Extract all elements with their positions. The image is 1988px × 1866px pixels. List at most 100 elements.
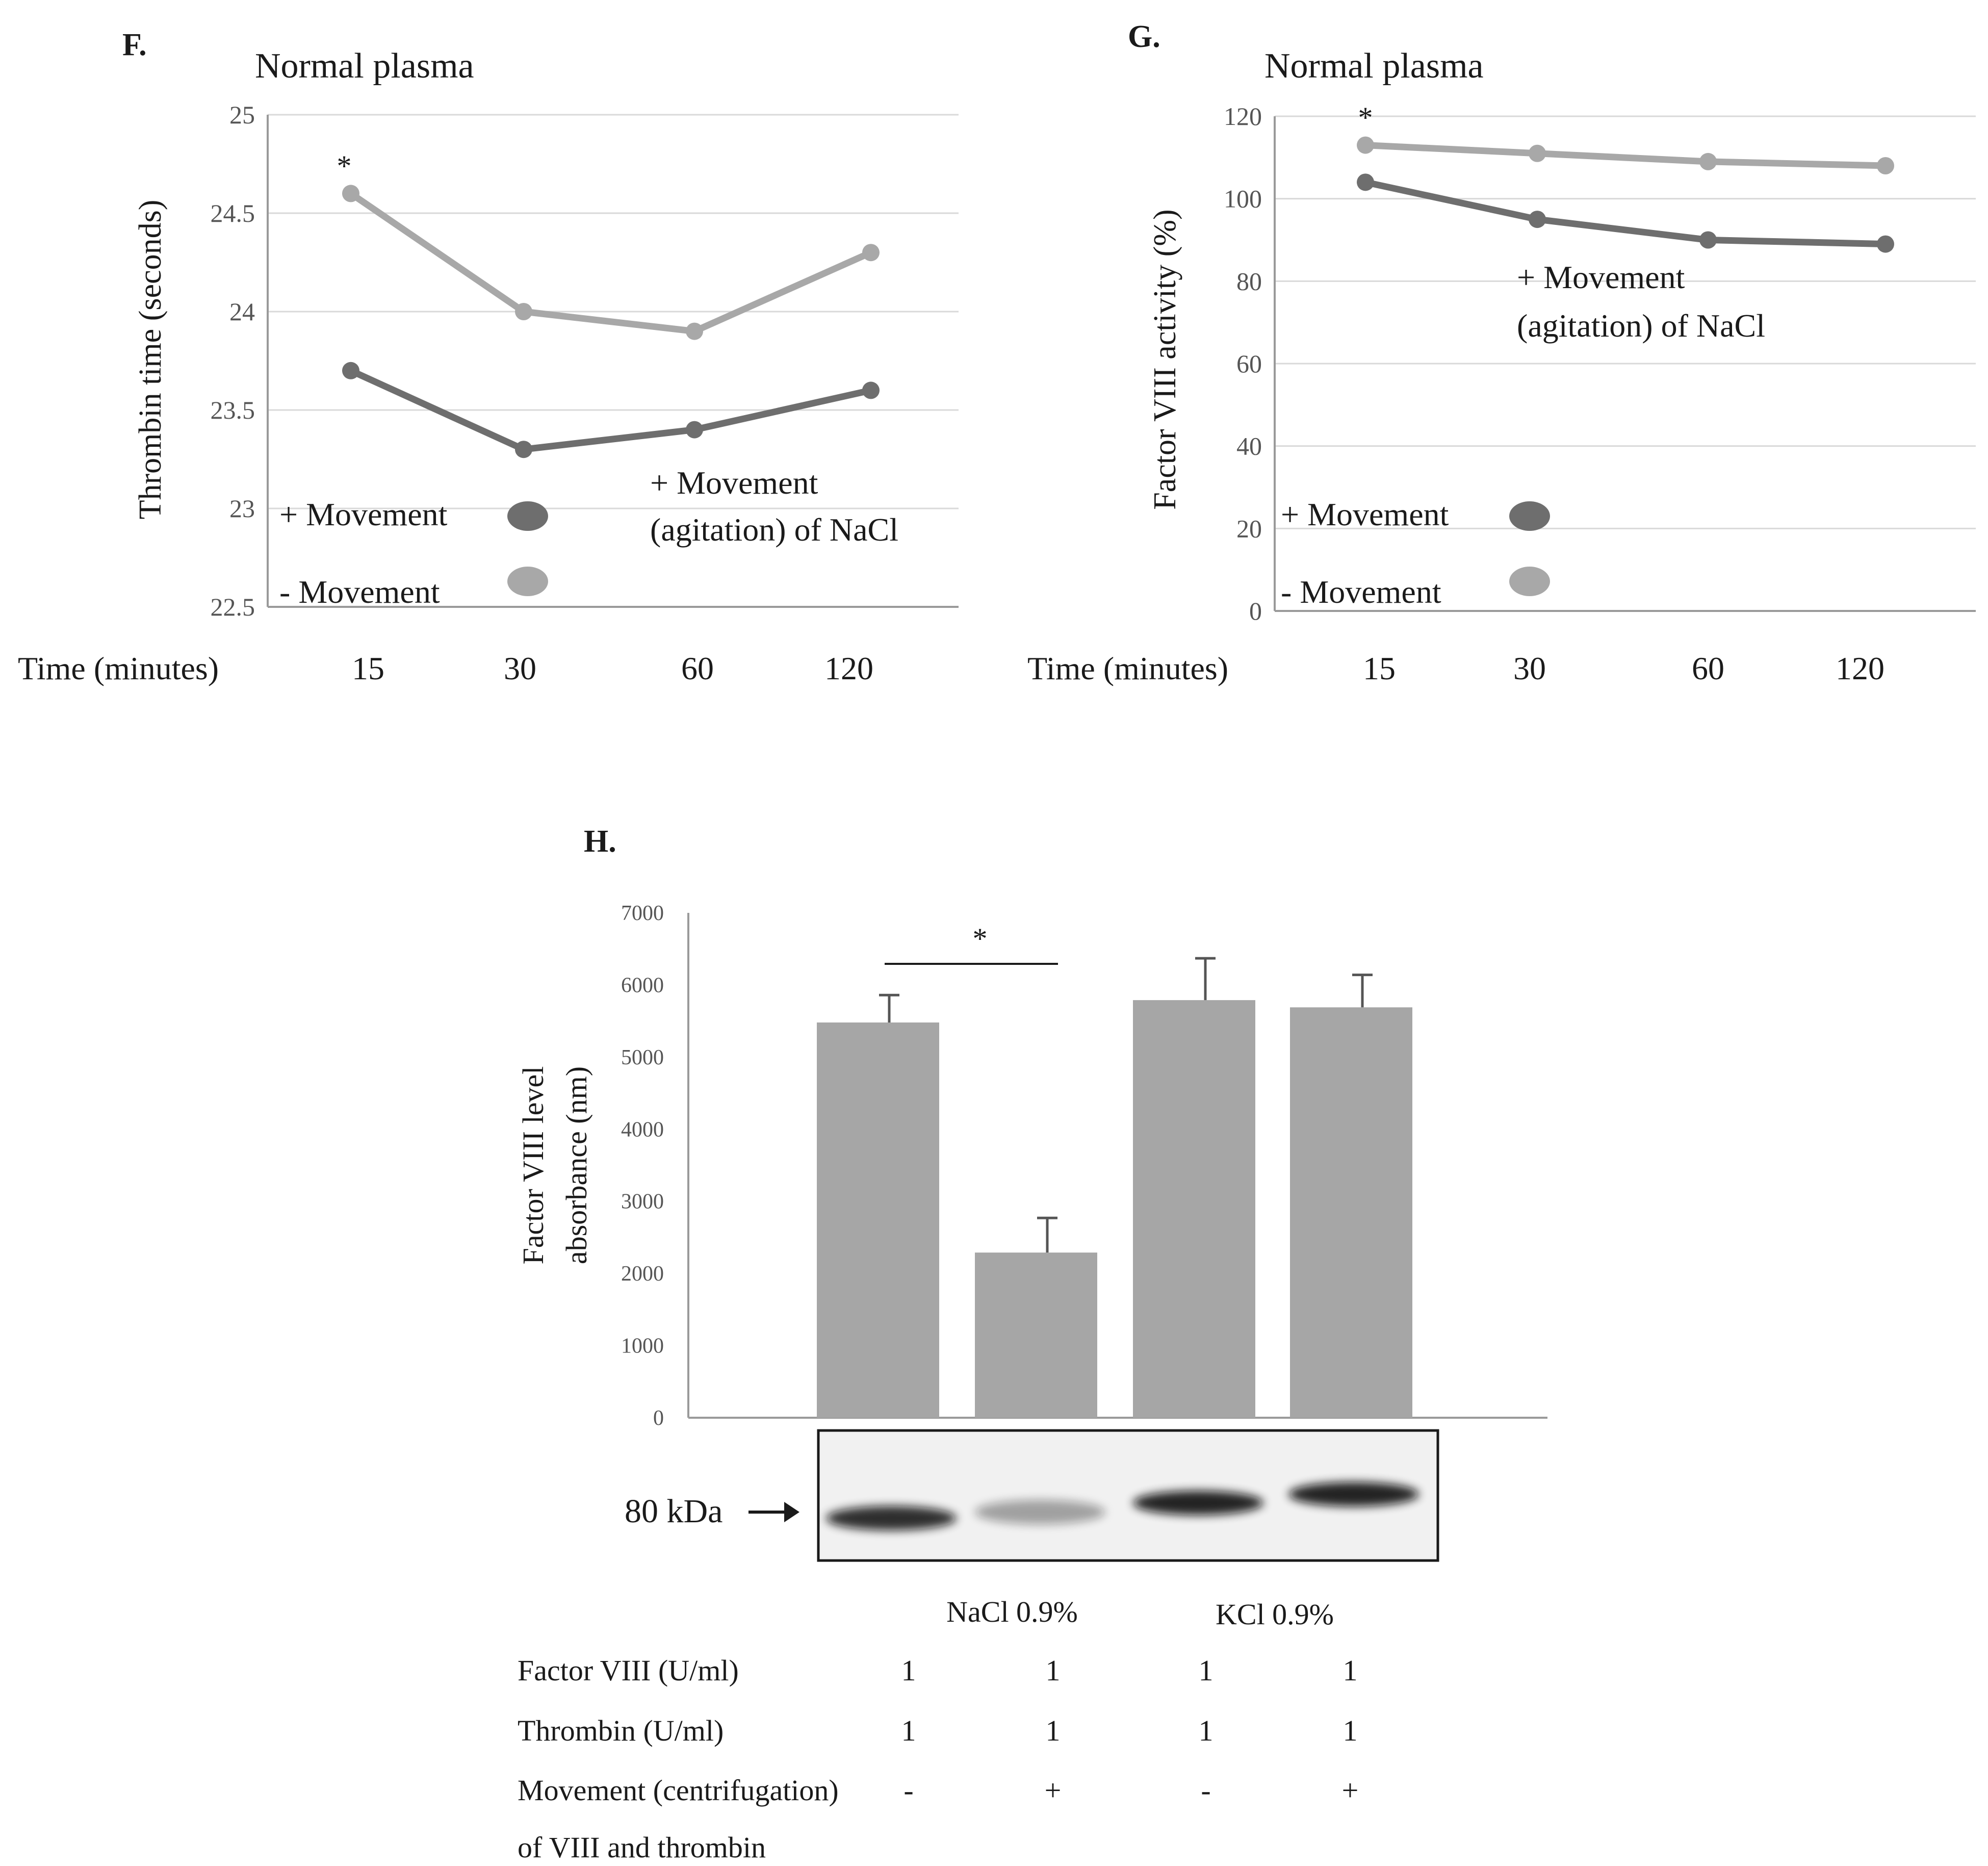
panel-f-x-ticks: 15 30 60 120	[352, 650, 873, 686]
y-tick-label: 0	[653, 1407, 664, 1430]
y-tick-label: 6000	[621, 974, 664, 997]
panel-h-label: H.	[584, 824, 616, 859]
x-tick-label: 15	[352, 650, 384, 686]
blot-arrow	[748, 1502, 799, 1522]
y-tick-label: 0	[1249, 597, 1262, 625]
group-label-kcl: KCl 0.9%	[1216, 1598, 1334, 1631]
table-cell: 1	[1199, 1714, 1214, 1747]
y-tick-label: 2000	[621, 1262, 664, 1286]
data-point	[342, 185, 359, 202]
y-tick-label: 24.5	[211, 199, 255, 227]
data-point	[862, 244, 880, 262]
panel-g-legend-plus-label: + Movement	[1281, 496, 1449, 532]
y-tick-label: 23.5	[211, 396, 255, 424]
table-cell: 1	[901, 1654, 916, 1687]
x-tick-label: 120	[1836, 650, 1884, 686]
table-cell: +	[1045, 1774, 1062, 1807]
y-tick-label: 80	[1236, 267, 1262, 295]
data-point	[1357, 136, 1374, 154]
x-tick-label: 120	[824, 650, 873, 686]
table-cell: 1	[1343, 1714, 1358, 1747]
x-tick-label: 30	[504, 650, 536, 686]
data-point	[686, 322, 703, 340]
y-tick-label: 1000	[621, 1335, 664, 1358]
x-tick-label: 60	[1692, 650, 1724, 686]
y-tick-label: 120	[1224, 102, 1262, 131]
y-tick-label: 3000	[621, 1190, 664, 1214]
blot-band	[1288, 1482, 1419, 1506]
data-point	[1877, 235, 1894, 253]
y-tick-label: 20	[1236, 514, 1262, 543]
table-row-label: Movement (centrifugation)	[518, 1774, 839, 1807]
data-point	[515, 303, 532, 320]
panel-g-title: Normal plasma	[1264, 46, 1484, 86]
panel-f-gridlines	[268, 114, 959, 509]
panel-g-legend-plus-swatch	[1509, 501, 1550, 531]
y-tick-label: 40	[1236, 432, 1262, 461]
panel-g-x-ticks: 15 30 60 120	[1363, 650, 1884, 686]
series-line-movement-minus	[347, 190, 874, 335]
panel-h: H. 7000 6000 5000 4000 3000 2000 1000 0 Factor …	[517, 824, 1547, 1864]
panel-h-bars	[817, 957, 1412, 1418]
panel-g-legend-minus-label: - Movement	[1281, 574, 1441, 610]
data-point	[1529, 144, 1546, 162]
panel-f: F. Normal plasma 25 24.5 24 23.5 23 22.5 Thro…	[18, 28, 959, 686]
data-point	[862, 381, 880, 399]
panel-g-gridlines	[1275, 115, 1976, 529]
y-tick-label: 100	[1224, 185, 1262, 213]
y-tick-label: 24	[229, 297, 255, 326]
data-point	[1357, 173, 1374, 191]
series-line-movement-minus	[1362, 142, 1889, 169]
panel-g-y-ticks: 120 100 80 60 40 20 0	[1224, 102, 1262, 625]
y-tick-label: 23	[229, 494, 255, 523]
panel-h-significance-star: *	[973, 922, 988, 955]
table-cell: +	[1342, 1774, 1359, 1807]
bar	[1290, 1007, 1412, 1418]
western-blot-bands	[826, 1482, 1419, 1530]
y-tick-label: 4000	[621, 1118, 664, 1141]
panel-f-legend-minus-label: - Movement	[279, 574, 440, 610]
data-point	[1529, 211, 1546, 228]
panel-g-series	[1357, 136, 1894, 253]
table-cell: 1	[1199, 1654, 1214, 1687]
y-tick-label: 22.5	[211, 593, 255, 621]
table-row-label: of VIII and thrombin	[518, 1831, 766, 1864]
data-point	[515, 441, 532, 458]
condition-table: Factor VIII (U/ml) 1 1 1 1 Thrombin (U/ml) 1 1 1…	[518, 1654, 1358, 1864]
y-tick-label: 5000	[621, 1046, 664, 1069]
x-tick-label: 30	[1513, 650, 1546, 686]
series-line-movement-plus	[1362, 178, 1889, 248]
table-cell: 1	[1046, 1654, 1061, 1687]
data-point	[1877, 157, 1894, 174]
panel-g-y-axis-label: Factor VIII activity (%)	[1148, 209, 1182, 509]
y-tick-label: 60	[1236, 349, 1262, 378]
panel-g-legend-minus-swatch	[1509, 567, 1550, 596]
x-tick-label: 60	[681, 650, 714, 686]
bar	[817, 1022, 939, 1418]
panel-g-significance-star: *	[1358, 101, 1373, 134]
panel-f-y-ticks: 25 24.5 24 23.5 23 22.5	[211, 100, 255, 621]
panel-h-y-axis-label-line2: absorbance (nm)	[560, 1066, 593, 1264]
y-tick-label: 7000	[621, 902, 664, 925]
panel-f-legend-plus-label: + Movement	[279, 496, 448, 532]
blot-band	[975, 1500, 1105, 1524]
x-tick-label: 15	[1363, 650, 1396, 686]
panel-g-x-axis-label: Time (minutes)	[1027, 650, 1228, 686]
data-point	[342, 362, 359, 379]
panel-f-annotation-line1: + Movement	[650, 465, 818, 501]
panel-f-legend-plus-swatch	[507, 501, 548, 531]
table-cell: 1	[1343, 1654, 1358, 1687]
panel-f-y-axis-label: Thrombin time (seconds)	[133, 200, 168, 520]
blot-size-label: 80 kDa	[625, 1493, 722, 1530]
panel-g-label: G.	[1128, 19, 1160, 54]
panel-f-series	[342, 185, 880, 458]
y-tick-label: 25	[229, 100, 255, 129]
panel-f-label: F.	[122, 28, 147, 62]
data-point	[1699, 231, 1717, 249]
panel-f-legend-minus-swatch	[507, 567, 548, 596]
blot-band	[826, 1506, 957, 1530]
bar	[975, 1252, 1097, 1418]
data-point	[1699, 152, 1717, 170]
panel-h-y-axis-label-line1: Factor VIII level	[517, 1066, 550, 1265]
